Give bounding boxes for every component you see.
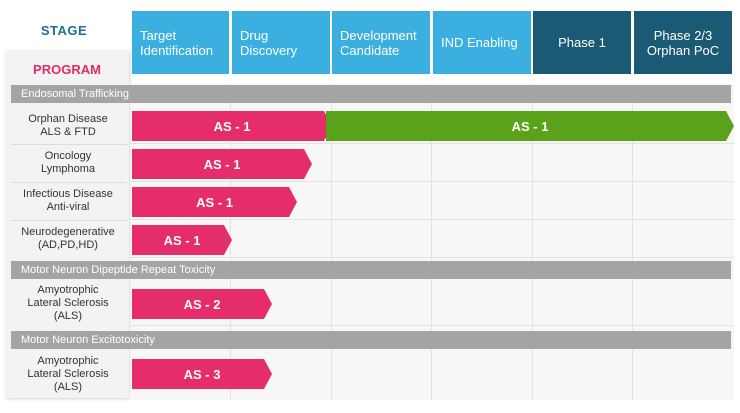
- section-title: Motor Neuron Dipeptide Repeat Toxicity: [21, 264, 216, 276]
- bar-label: AS - 1: [163, 232, 201, 248]
- row-divider: [130, 325, 734, 326]
- program-row-label: Infectious Disease Anti-viral: [23, 188, 113, 213]
- progress-bar-oncology: AS - 1: [132, 149, 312, 179]
- progress-bar-als-excitotoxicity: AS - 3: [132, 359, 272, 389]
- stage-label-text: Drug Discovery: [240, 27, 298, 58]
- row-divider: [130, 181, 734, 182]
- stage-label-text: Development Candidate: [340, 27, 417, 58]
- stage-phase-1: Phase 1: [533, 11, 631, 74]
- grid-line: [331, 84, 332, 400]
- row-divider: [130, 219, 734, 220]
- stage-drug-discovery: Drug Discovery: [232, 11, 330, 74]
- bar-label: AS - 1: [203, 156, 241, 172]
- grid-line: [632, 84, 633, 400]
- grid-line: [532, 84, 533, 400]
- stage-development-candidate: Development Candidate: [332, 11, 430, 74]
- stage-label-text: Target Identification: [140, 27, 213, 58]
- row-divider: [11, 182, 127, 183]
- progress-bar-orphan-disease: AS - 1: [132, 111, 332, 141]
- stage-label-text: Phase 2/3 Orphan PoC: [646, 27, 720, 58]
- stage-label-text: IND Enabling: [441, 35, 518, 50]
- section-excitotoxicity: Motor Neuron Excitotoxicity: [11, 331, 731, 349]
- program-label: PROGRAM: [33, 61, 101, 77]
- section-title: Motor Neuron Excitotoxicity: [21, 334, 155, 346]
- progress-bar-infectious-disease: AS - 1: [132, 187, 297, 217]
- row-divider: [130, 257, 734, 258]
- row-divider: [11, 144, 127, 145]
- program-row-label: Oncology Lymphoma: [40, 150, 95, 175]
- stage-phase-2-3: Phase 2/3 Orphan PoC: [634, 11, 732, 74]
- row-divider: [11, 220, 127, 221]
- bar-label: AS - 1: [213, 118, 251, 134]
- stage-target-identification: Target Identification: [132, 11, 229, 74]
- program-row-label: Neurodegenerative (AD,PD,HD): [21, 226, 115, 251]
- stage-ind-enabling: IND Enabling: [433, 11, 531, 74]
- grid-line: [431, 84, 432, 400]
- progress-bar-orphan-disease-phase: AS - 1: [326, 111, 734, 141]
- row-divider: [130, 143, 734, 144]
- stage-label-text: Phase 1: [558, 35, 606, 50]
- section-endosomal-trafficking: Endosomal Trafficking: [11, 85, 731, 103]
- bar-label: AS - 2: [183, 296, 221, 312]
- section-title: Endosomal Trafficking: [21, 88, 130, 100]
- program-row-label: Orphan Disease ALS & FTD: [28, 113, 108, 138]
- progress-bar-neurodegenerative: AS - 1: [132, 225, 232, 255]
- section-dipeptide-repeat-toxicity: Motor Neuron Dipeptide Repeat Toxicity: [11, 261, 731, 279]
- program-row-label: Amyotrophic Lateral Sclerosis (ALS): [27, 283, 109, 322]
- progress-bar-als-dipeptide: AS - 2: [132, 289, 272, 319]
- stage-label: STAGE: [40, 22, 88, 38]
- bar-label: AS - 1: [196, 194, 233, 210]
- bar-label: AS - 3: [183, 366, 221, 382]
- program-row-label: Amyotrophic Lateral Sclerosis (ALS): [27, 354, 109, 393]
- bar-label: AS - 1: [511, 118, 549, 134]
